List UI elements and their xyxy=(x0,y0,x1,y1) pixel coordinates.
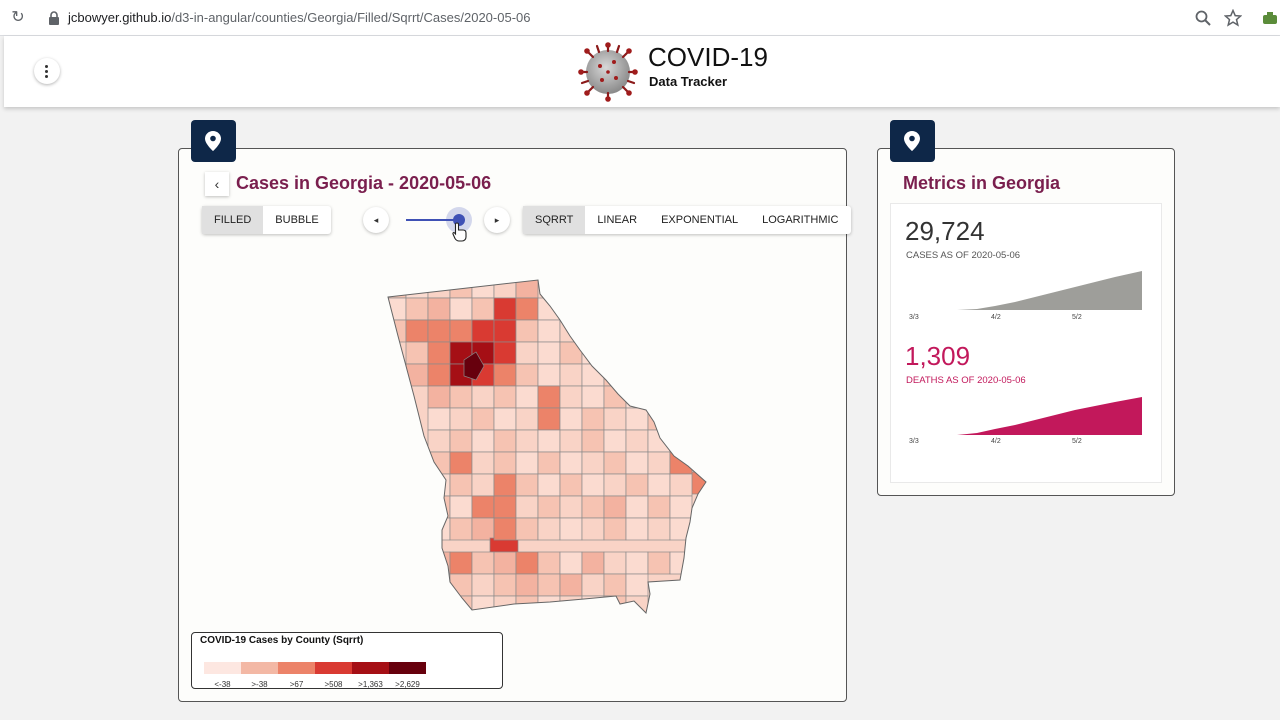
cases-tick: 4/2 xyxy=(991,314,1001,321)
exponential-toggle[interactable]: EXPONENTIAL xyxy=(661,214,739,226)
legend-swatch xyxy=(315,662,352,674)
date-slider-track[interactable] xyxy=(406,219,458,221)
legend-swatch xyxy=(389,662,426,674)
logarithmic-toggle[interactable]: LOGARITHMIC xyxy=(762,214,839,226)
cases-tick: 5/2 xyxy=(1072,314,1082,321)
bubble-toggle[interactable]: BUBBLE xyxy=(275,214,319,226)
linear-toggle[interactable]: LINEAR xyxy=(597,214,638,226)
deaths-tick: 4/2 xyxy=(991,438,1001,445)
lock-icon xyxy=(49,11,59,25)
deaths-tick: 3/3 xyxy=(909,438,919,445)
url-host: jcbowyer.github.io xyxy=(68,10,172,25)
georgia-county-map[interactable] xyxy=(384,276,714,616)
legend-label: >2,629 xyxy=(395,680,420,689)
legend-swatch xyxy=(352,662,389,674)
chevron-left-icon: ‹ xyxy=(214,176,220,192)
hand-cursor-icon xyxy=(452,222,467,242)
reload-icon[interactable]: ↻ xyxy=(11,9,25,26)
more-vert-icon[interactable] xyxy=(34,58,60,84)
address-bar[interactable]: jcbowyer.github.io/d3-in-angular/countie… xyxy=(68,10,530,25)
browser-toolbar: ↻ jcbowyer.github.io/d3-in-angular/count… xyxy=(0,0,1280,36)
legend-swatch xyxy=(278,662,315,674)
deaths-sparkline xyxy=(957,397,1142,435)
bookmark-star-icon[interactable] xyxy=(1224,9,1242,27)
legend-swatch xyxy=(241,662,278,674)
deaths-tick: 5/2 xyxy=(1072,438,1082,445)
app-title: COVID-19 xyxy=(648,42,768,72)
url-path: /d3-in-angular/counties/Georgia/Filled/S… xyxy=(171,10,531,25)
deaths-value: 1,309 xyxy=(905,341,971,371)
map-legend: COVID-19 Cases by County (Sqrrt) <-38 >-… xyxy=(191,632,503,689)
app-subtitle: Data Tracker xyxy=(649,74,728,89)
deaths-label: DEATHS AS OF 2020-05-06 xyxy=(906,375,1026,386)
cases-sparkline xyxy=(957,271,1142,310)
legend-label: <-38 xyxy=(214,680,231,689)
scale-toggle: SQRRT LINEAR EXPONENTIAL LOGARITHMIC xyxy=(523,206,851,234)
map-pin-icon xyxy=(191,120,236,162)
sqrrt-toggle[interactable]: SQRRT xyxy=(523,206,586,234)
legend-title: COVID-19 Cases by County (Sqrrt) xyxy=(200,635,364,646)
map-pin-icon xyxy=(890,120,935,162)
cases-label: CASES AS OF 2020-05-06 xyxy=(906,250,1021,261)
map-title: Cases in Georgia - 2020-05-06 xyxy=(236,173,492,193)
extension-icon[interactable] xyxy=(1262,10,1278,26)
legend-label: >67 xyxy=(289,680,304,689)
legend-swatch xyxy=(204,662,241,674)
zoom-icon[interactable] xyxy=(1194,9,1212,27)
metrics-content xyxy=(890,203,1162,483)
cases-value: 29,724 xyxy=(905,216,985,246)
legend-label: >508 xyxy=(324,680,343,689)
next-icon: ▸ xyxy=(494,215,500,225)
filled-toggle[interactable]: FILLED xyxy=(202,206,264,234)
app-header: COVID-19 Data Tracker xyxy=(4,36,1280,107)
next-date-button[interactable]: ▸ xyxy=(484,207,510,233)
prev-icon: ◂ xyxy=(373,215,379,225)
coronavirus-logo xyxy=(578,42,638,102)
legend-label: >-38 xyxy=(251,680,268,689)
prev-date-button[interactable]: ◂ xyxy=(363,207,389,233)
back-button[interactable]: ‹ xyxy=(205,172,229,196)
map-type-toggle: FILLED BUBBLE xyxy=(202,206,331,234)
cases-tick: 3/3 xyxy=(909,314,919,321)
legend-label: >1,363 xyxy=(358,680,383,689)
metrics-title: Metrics in Georgia xyxy=(903,173,1061,193)
